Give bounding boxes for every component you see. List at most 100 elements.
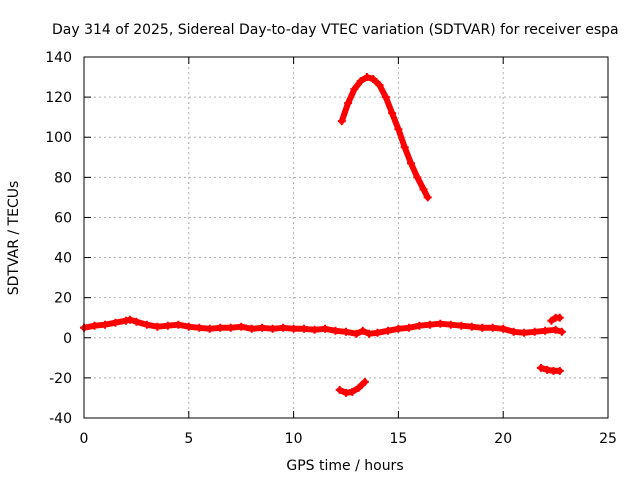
x-tick-label: 0 bbox=[80, 431, 89, 447]
data-point bbox=[488, 323, 497, 332]
data-point bbox=[423, 193, 432, 202]
data-point bbox=[360, 377, 369, 386]
data-point bbox=[268, 324, 277, 333]
y-tick-label: 80 bbox=[54, 170, 72, 186]
y-tick-label: -20 bbox=[49, 371, 72, 387]
data-point bbox=[381, 93, 390, 102]
y-tick-label: 40 bbox=[54, 251, 72, 267]
data-point bbox=[174, 320, 183, 329]
data-point bbox=[478, 323, 487, 332]
grid bbox=[84, 57, 608, 418]
data-point bbox=[369, 75, 378, 84]
axis-ticks: 0 5 10 15 20 25 -40 -20 0 20 40 60 80 100 120 140 bbox=[45, 50, 617, 447]
data-point bbox=[335, 385, 344, 394]
data-point bbox=[446, 320, 455, 329]
data-point bbox=[356, 77, 365, 86]
series-layer bbox=[80, 73, 566, 397]
x-tick-label: 25 bbox=[599, 431, 617, 447]
data-point bbox=[300, 324, 309, 333]
data-point bbox=[195, 323, 204, 332]
data-point bbox=[358, 326, 367, 335]
data-point bbox=[413, 173, 422, 182]
data-point bbox=[337, 117, 346, 126]
data-point bbox=[321, 324, 330, 333]
data-point bbox=[457, 321, 466, 330]
series-arc bbox=[337, 73, 432, 202]
series-baseline bbox=[80, 315, 566, 338]
data-point bbox=[425, 320, 434, 329]
data-point bbox=[536, 363, 545, 372]
data-point bbox=[541, 326, 550, 335]
data-point bbox=[530, 327, 539, 336]
data-point bbox=[555, 366, 564, 375]
data-point bbox=[543, 365, 552, 374]
data-point bbox=[352, 329, 361, 338]
data-point bbox=[142, 320, 151, 329]
data-point bbox=[184, 322, 193, 331]
data-point bbox=[153, 322, 162, 331]
data-point bbox=[100, 320, 109, 329]
data-point bbox=[467, 322, 476, 331]
data-point bbox=[342, 388, 350, 397]
data-point bbox=[247, 324, 256, 333]
data-point bbox=[362, 73, 371, 82]
data-point bbox=[404, 323, 413, 332]
x-tick-label: 5 bbox=[184, 431, 193, 447]
data-point bbox=[365, 329, 374, 338]
series-late-positive bbox=[547, 313, 564, 325]
x-tick-label: 20 bbox=[494, 431, 512, 447]
data-point bbox=[126, 315, 135, 324]
data-point bbox=[121, 316, 130, 325]
data-point bbox=[415, 321, 424, 330]
data-point bbox=[354, 383, 363, 392]
data-point bbox=[289, 324, 298, 333]
chart-title: Day 314 of 2025, Sidereal Day-to-day VTE… bbox=[52, 22, 619, 38]
data-point bbox=[344, 99, 353, 108]
data-point bbox=[436, 319, 445, 328]
data-point bbox=[394, 324, 403, 333]
data-point bbox=[373, 328, 382, 337]
data-point bbox=[226, 323, 235, 332]
data-point bbox=[419, 185, 428, 194]
data-point bbox=[331, 326, 340, 335]
data-point bbox=[400, 143, 409, 152]
data-point bbox=[163, 321, 172, 330]
data-point bbox=[557, 327, 566, 336]
data-point bbox=[258, 323, 267, 332]
y-tick-label: 0 bbox=[63, 331, 72, 347]
data-point bbox=[406, 159, 415, 168]
data-point bbox=[394, 125, 403, 134]
data-point bbox=[555, 313, 564, 322]
data-point bbox=[547, 316, 556, 325]
y-tick-label: 140 bbox=[45, 50, 72, 66]
data-point bbox=[132, 317, 141, 326]
plot-frame bbox=[83, 56, 609, 419]
data-point bbox=[216, 323, 225, 332]
x-axis-label: GPS time / hours bbox=[286, 458, 403, 474]
x-tick-label: 10 bbox=[285, 431, 303, 447]
data-point bbox=[310, 325, 319, 334]
data-point bbox=[90, 321, 99, 330]
data-point bbox=[375, 81, 384, 90]
y-tick-label: 120 bbox=[45, 90, 72, 106]
data-point bbox=[350, 85, 359, 94]
data-point bbox=[348, 387, 357, 396]
y-tick-label: 20 bbox=[54, 291, 72, 307]
data-point bbox=[499, 324, 508, 333]
series-negative-dip bbox=[335, 377, 369, 397]
data-point bbox=[279, 323, 288, 332]
data-point bbox=[237, 322, 246, 331]
data-point bbox=[342, 327, 350, 336]
data-point bbox=[111, 318, 120, 327]
y-tick-label: 60 bbox=[54, 210, 72, 226]
x-tick-label: 15 bbox=[389, 431, 407, 447]
data-point bbox=[388, 109, 397, 118]
data-point bbox=[383, 326, 392, 335]
data-point bbox=[205, 324, 214, 333]
data-point bbox=[551, 325, 560, 334]
data-point bbox=[509, 327, 518, 336]
y-axis-label: SDTVAR / TECUs bbox=[6, 181, 22, 296]
series-late-negative bbox=[536, 363, 564, 375]
data-point bbox=[520, 328, 529, 337]
y-tick-label: -40 bbox=[49, 411, 72, 427]
